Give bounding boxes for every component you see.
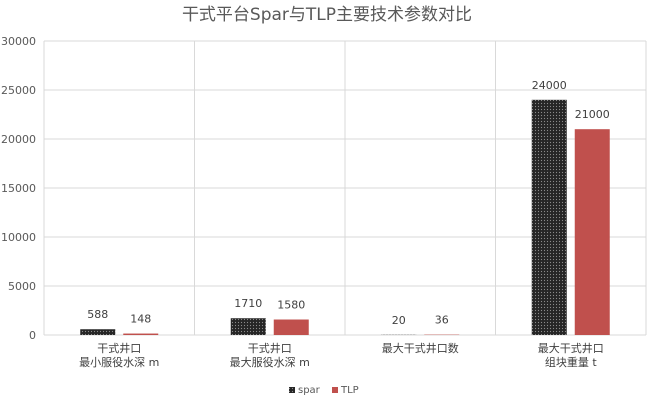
bar-tlp: [273, 319, 309, 335]
legend-swatch-tlp: [332, 387, 338, 393]
bar-spar: [531, 99, 567, 335]
data-label: 148: [130, 313, 151, 326]
x-category-label: 组块重量 t: [545, 355, 597, 369]
y-tick-label: 15000: [1, 182, 36, 195]
data-label: 21000: [575, 108, 610, 121]
data-label: 1710: [234, 297, 262, 310]
y-tick-label: 5000: [8, 280, 36, 293]
chart-title: 干式平台Spar与TLP主要技术参数对比: [182, 5, 472, 25]
data-label: 36: [435, 314, 449, 327]
y-axis: 0 5000 10000 15000 20000 25000 30000: [1, 35, 36, 342]
legend-label: spar: [298, 385, 321, 396]
data-label: 20: [392, 314, 406, 327]
bar-tlp: [574, 129, 610, 335]
bar-tlp: [123, 333, 159, 335]
grid-layer: [43, 40, 647, 336]
y-tick-label: 10000: [1, 231, 36, 244]
x-category-label: 最大干式井口数: [382, 341, 459, 355]
legend-swatch-spar: [289, 387, 295, 393]
x-category-label: 最小服役水深 m: [79, 355, 159, 369]
legend: spar TLP: [289, 385, 359, 396]
y-tick-label: 30000: [1, 35, 36, 48]
legend-label: TLP: [340, 385, 359, 396]
y-tick-label: 0: [29, 329, 36, 342]
x-category-label: 干式井口: [248, 341, 292, 355]
data-label: 24000: [532, 79, 567, 92]
x-category-label: 最大服役水深 m: [230, 355, 310, 369]
bar-spar: [80, 329, 116, 335]
x-category-label: 最大干式井口: [538, 341, 604, 355]
y-tick-label: 20000: [1, 133, 36, 146]
x-category-label: 干式井口: [97, 341, 141, 355]
bar-spar: [230, 318, 266, 335]
y-tick-label: 25000: [1, 84, 36, 97]
data-label: 1580: [277, 299, 305, 312]
bars-layer: 588 148 1710 1580 20 36 24000 21000: [80, 79, 610, 335]
data-label: 588: [87, 308, 108, 321]
